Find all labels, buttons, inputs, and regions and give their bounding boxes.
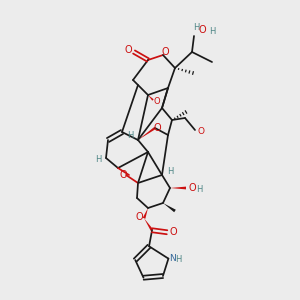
Polygon shape [138, 127, 156, 140]
Text: O: O [154, 98, 160, 106]
Polygon shape [163, 203, 176, 212]
Text: N: N [169, 254, 176, 263]
Text: O: O [188, 183, 196, 193]
Polygon shape [170, 187, 186, 189]
Text: O: O [197, 128, 205, 136]
Text: H: H [175, 255, 182, 264]
Text: H: H [127, 131, 133, 140]
Text: O: O [135, 212, 143, 222]
Text: H: H [196, 184, 202, 194]
Polygon shape [144, 218, 153, 231]
Text: H: H [193, 23, 199, 32]
Text: O: O [161, 47, 169, 57]
Text: O: O [169, 227, 177, 237]
Text: O: O [124, 45, 132, 55]
Text: O: O [153, 123, 161, 133]
Polygon shape [143, 208, 148, 219]
Text: H: H [95, 155, 101, 164]
Polygon shape [148, 95, 154, 101]
Text: O: O [119, 170, 127, 180]
Text: H: H [209, 26, 215, 35]
Text: H: H [167, 167, 173, 176]
Text: O: O [198, 25, 206, 35]
